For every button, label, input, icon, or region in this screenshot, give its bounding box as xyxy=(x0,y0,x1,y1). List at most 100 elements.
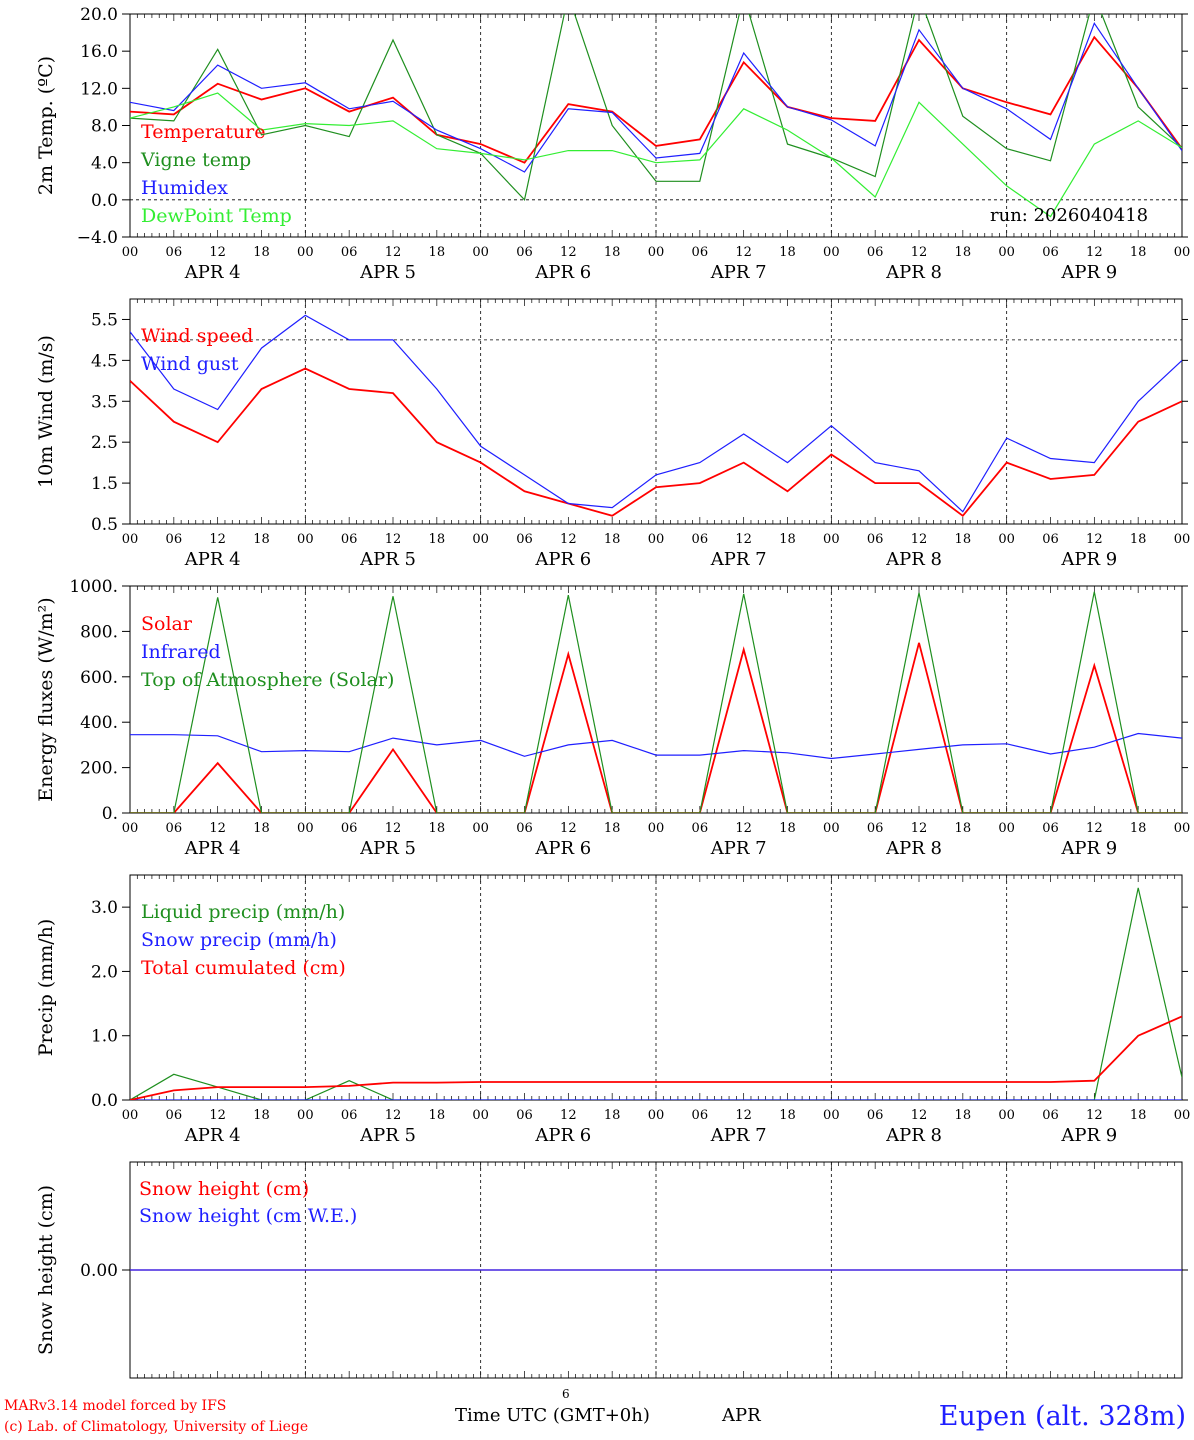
precip-legend-entry: Total cumulated (cm) xyxy=(141,957,346,979)
precip-xtick-label: 00 xyxy=(297,1108,314,1123)
wind-xtick-label: 06 xyxy=(867,532,884,547)
precip-xtick-label: 00 xyxy=(472,1108,489,1123)
precip-xtick-label: 12 xyxy=(385,1108,402,1123)
energy-xtick-label: 18 xyxy=(253,821,270,836)
temp-series-dewpoint-temp xyxy=(130,92,1182,218)
wind-xtick-label: 18 xyxy=(955,532,972,547)
precip-xtick-label: 18 xyxy=(779,1108,796,1123)
energy-xtick-label: 06 xyxy=(867,821,884,836)
snow-legend-entry: Snow height (cm) xyxy=(139,1178,309,1200)
precip-ylabel: Precip (mm/h) xyxy=(35,919,57,1057)
precip-day-label: APR 7 xyxy=(710,1125,767,1146)
energy-xtick-label: 06 xyxy=(166,821,183,836)
energy-ytick-label: 800. xyxy=(80,622,118,642)
temp-ytick-label: 20.0 xyxy=(80,5,118,25)
energy-xtick-label: 18 xyxy=(429,821,446,836)
wind-day-label: APR 7 xyxy=(710,549,767,570)
precip-legend-entry: Liquid precip (mm/h) xyxy=(141,901,345,923)
precip-ytick-label: 3.0 xyxy=(91,898,118,918)
temp-xtick-label: 12 xyxy=(911,245,928,260)
wind-xtick-label: 12 xyxy=(560,532,577,547)
precip-day-label: APR 4 xyxy=(184,1125,241,1146)
precip-xtick-label: 06 xyxy=(692,1108,709,1123)
temp-series-temperature xyxy=(130,35,1182,164)
energy-ytick-label: 200. xyxy=(80,759,118,779)
wind-xtick-label: 06 xyxy=(1042,532,1059,547)
temp-run-annotation: run: 2026040418 xyxy=(990,205,1148,226)
precip-xtick-label: 18 xyxy=(604,1108,621,1123)
wind-xtick-label: 00 xyxy=(472,532,489,547)
temp-xtick-label: 18 xyxy=(604,245,621,260)
energy-day-label: APR 8 xyxy=(885,838,942,859)
temp-day-label: APR 5 xyxy=(359,262,416,283)
wind-xtick-label: 18 xyxy=(253,532,270,547)
energy-xtick-label: 00 xyxy=(122,821,139,836)
temp-xtick-label: 00 xyxy=(472,245,489,260)
wind-xtick-label: 18 xyxy=(1130,532,1147,547)
energy-day-label: APR 6 xyxy=(534,838,591,859)
wind-xtick-label: 18 xyxy=(604,532,621,547)
temp-day-label: APR 7 xyxy=(710,262,767,283)
energy-xtick-label: 12 xyxy=(1086,821,1103,836)
temp-ytick-label: 16.0 xyxy=(80,42,118,62)
energy-ytick-label: 400. xyxy=(80,713,118,733)
temp-xtick-label: 06 xyxy=(692,245,709,260)
temp-day-label: APR 6 xyxy=(534,262,591,283)
axis-superscript: 6 xyxy=(562,1387,570,1401)
temp-xtick-label: 12 xyxy=(385,245,402,260)
precip-xtick-label: 00 xyxy=(823,1108,840,1123)
wind-day-label: APR 5 xyxy=(359,549,416,570)
precip-legend-entry: Snow precip (mm/h) xyxy=(141,929,337,951)
station-name: Eupen (alt. 328m) xyxy=(938,1401,1186,1432)
panel-precip: 00 06 12 18 00 06 12 18 00 06 12 18 00 06 12 18 00 06 12 18… xyxy=(35,874,1190,1146)
energy-ytick-label: 1000. xyxy=(69,577,118,597)
temp-xtick-label: 06 xyxy=(516,245,533,260)
temp-series-humidex xyxy=(130,22,1182,173)
temp-xtick-label: 18 xyxy=(1130,245,1147,260)
energy-ytick-label: 600. xyxy=(80,668,118,688)
wind-ytick-label: 0.5 xyxy=(91,515,118,535)
temp-ytick-label: 0.0 xyxy=(91,191,118,211)
wind-ytick-label: 3.5 xyxy=(91,392,118,412)
wind-series-wind-gust xyxy=(130,314,1182,513)
precip-xtick-label: 06 xyxy=(867,1108,884,1123)
wind-legend-entry: Wind gust xyxy=(141,353,239,375)
precip-xtick-label: 06 xyxy=(166,1108,183,1123)
wind-frame xyxy=(129,298,1183,525)
energy-xtick-label: 06 xyxy=(516,821,533,836)
energy-xtick-label: 18 xyxy=(955,821,972,836)
energy-xtick-label: 00 xyxy=(823,821,840,836)
temp-xtick-label: 18 xyxy=(253,245,270,260)
energy-xtick-label: 12 xyxy=(911,821,928,836)
energy-xtick-label: 18 xyxy=(604,821,621,836)
energy-xtick-label: 18 xyxy=(1130,821,1147,836)
panel-snow: 0.00 Snow height (cm) Snow height (cm) Snow… xyxy=(35,1161,1188,1379)
time-axis-month: APR xyxy=(722,1405,761,1426)
temp-xtick-label: 06 xyxy=(166,245,183,260)
energy-xtick-label: 00 xyxy=(648,821,665,836)
snow-ytick-label: 0.00 xyxy=(80,1261,118,1281)
temp-xtick-label: 12 xyxy=(560,245,577,260)
precip-day-label: APR 5 xyxy=(359,1125,416,1146)
precip-xtick-label: 06 xyxy=(516,1108,533,1123)
energy-xtick-label: 12 xyxy=(560,821,577,836)
temp-xtick-label: 18 xyxy=(955,245,972,260)
wind-series-wind-speed xyxy=(130,367,1182,518)
wind-ytick-label: 5.5 xyxy=(91,310,118,330)
temp-xtick-label: 06 xyxy=(341,245,358,260)
wind-legend-entry: Wind speed xyxy=(141,325,253,347)
wind-xtick-label: 06 xyxy=(692,532,709,547)
energy-xtick-label: 00 xyxy=(297,821,314,836)
precip-xtick-label: 18 xyxy=(955,1108,972,1123)
temp-xtick-label: 06 xyxy=(867,245,884,260)
temp-xtick-label: 18 xyxy=(779,245,796,260)
temp-xtick-label: 00 xyxy=(648,245,665,260)
energy-xtick-label: 12 xyxy=(385,821,402,836)
precip-ytick-label: 1.0 xyxy=(91,1027,118,1047)
wind-xtick-label: 00 xyxy=(648,532,665,547)
wind-ytick-label: 4.5 xyxy=(91,351,118,371)
temp-xtick-label: 18 xyxy=(429,245,446,260)
temp-ytick-label: 8.0 xyxy=(91,117,118,137)
wind-day-label: APR 6 xyxy=(534,549,591,570)
temp-frame xyxy=(129,13,1183,238)
